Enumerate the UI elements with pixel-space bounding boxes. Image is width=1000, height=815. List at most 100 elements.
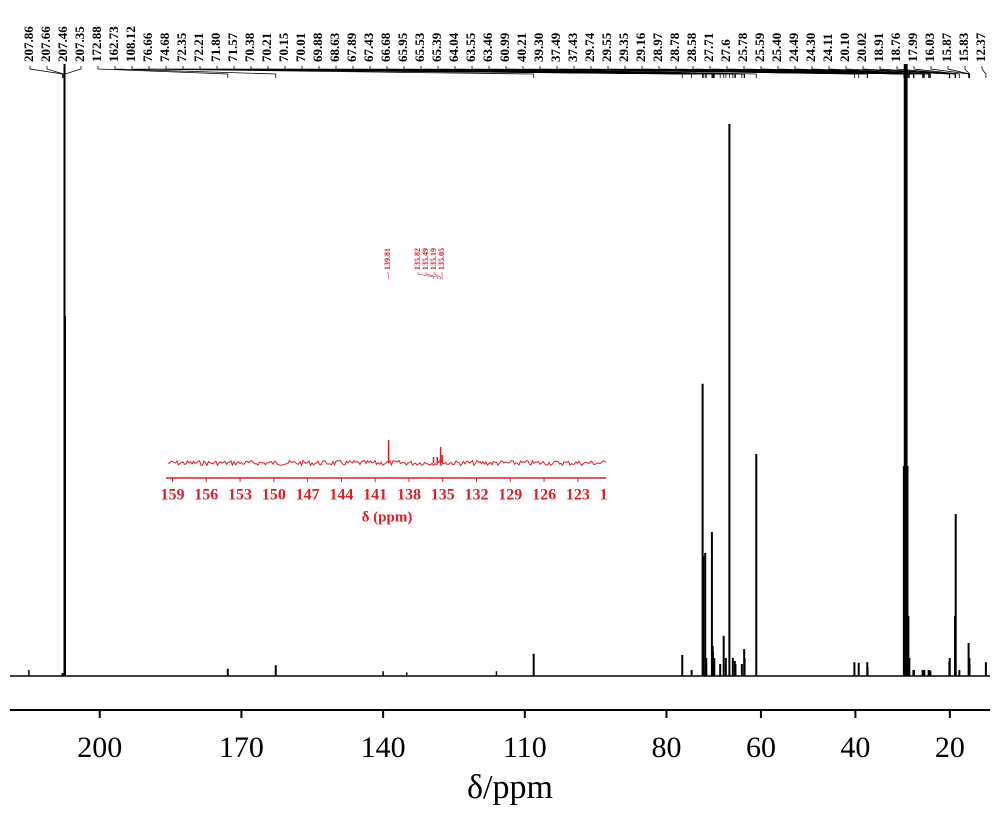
inset-peak-label: 135.05: [437, 248, 446, 270]
peak-label: 18.76: [888, 32, 903, 62]
peak-label: 29.74: [582, 32, 597, 62]
peak-label: 70.01: [293, 33, 308, 62]
peak-label: 67.89: [344, 32, 359, 62]
label-leader: [114, 66, 277, 78]
inset-tick-label: 132: [465, 487, 489, 504]
label-leader: [29, 66, 64, 78]
peak-label: 74.68: [157, 32, 172, 62]
peak-label: 18.91: [871, 33, 886, 62]
peak-label: 69.88: [310, 32, 325, 62]
peak-label: 25.78: [735, 32, 750, 62]
inset-peak-label: 135.49: [421, 248, 430, 270]
peak-label: 24.49: [786, 32, 801, 62]
peak-label: 76.66: [140, 32, 155, 62]
inset-tick-label: 153: [228, 487, 252, 504]
peak-label: 63.46: [480, 32, 495, 62]
peak-label: 71.80: [208, 33, 223, 62]
peak-label: 25.59: [752, 32, 767, 62]
inset-tick-label: 141: [363, 487, 387, 504]
peak-label: 25.40: [769, 33, 784, 62]
peak-label: 16.03: [922, 32, 937, 62]
peak-label: 20.10: [837, 33, 852, 62]
inset-tick-label: 126: [532, 487, 556, 504]
inset-peak-label: 135.82: [413, 248, 422, 270]
peak-label: 28.78: [667, 32, 682, 62]
noise: [167, 459, 607, 467]
inset-label-leader: [425, 272, 438, 279]
peak-label: 17.99: [905, 32, 920, 62]
peak-label: 37.49: [548, 32, 563, 62]
inset-tick-label: 144: [329, 487, 353, 504]
inset-tick-label: 123: [566, 487, 590, 504]
inset-label-leader: [387, 272, 389, 279]
label-leader: [828, 66, 931, 78]
peak-label: 28.58: [684, 32, 699, 62]
peak-label: 64.04: [446, 32, 461, 62]
peak-label: 28.97: [650, 32, 665, 62]
label-leader: [862, 66, 951, 78]
label-leader: [896, 66, 957, 78]
peak-label: 70.21: [259, 33, 274, 62]
peak-label: 70.38: [242, 32, 257, 62]
peak-label: 71.57: [225, 32, 240, 62]
peak-label: 65.95: [395, 32, 410, 62]
peak-label: 207.46: [55, 26, 70, 62]
inset-peak-label: 135.19: [429, 248, 438, 270]
label-leader: [930, 66, 970, 78]
inset: 159 156 153 150 147 144 141 138 135 132 129 126 123 1…: [161, 440, 607, 504]
peak-label: 72.35: [174, 32, 189, 62]
peak-label: 68.63: [327, 32, 342, 62]
peak-label: 37.43: [565, 32, 580, 62]
inset-tick-label: 156: [194, 487, 218, 504]
peak-label: 108.12: [123, 26, 138, 62]
x-tick-label: 80: [651, 731, 681, 764]
inset-label-leader: [433, 272, 441, 279]
peak-label: 65.53: [412, 32, 427, 62]
x-tick-label: 200: [77, 731, 122, 764]
peak-label: 67.43: [361, 32, 376, 62]
peak-label: 27.71: [701, 33, 716, 62]
peak-label: 40.21: [514, 33, 529, 62]
x-tick-label: 60: [746, 731, 776, 764]
x-tick-label: 40: [840, 731, 870, 764]
peak-label: 207.66: [38, 26, 53, 62]
peak-label: 66.68: [378, 32, 393, 62]
inset-tick-label: 138: [397, 487, 421, 504]
label-leader: [573, 66, 868, 78]
peak-label: 15.87: [939, 32, 954, 62]
peak-label: 65.39: [429, 32, 444, 62]
peak-label: 60.99: [497, 32, 512, 62]
inset-tick-label: 150: [262, 487, 286, 504]
label-leader: [811, 66, 930, 78]
peak-label: 29.16: [633, 32, 648, 62]
peak-label: 12.37: [973, 32, 988, 62]
inset-axis-label: δ (ppm): [362, 509, 413, 525]
peak-label: 72.21: [191, 33, 206, 62]
peak-label: 172.88: [89, 26, 104, 62]
peak-label: 29.35: [616, 32, 631, 62]
peak-label: 24.30: [803, 33, 818, 62]
peak-label: 207.35: [72, 26, 87, 62]
peak-label: 24.11: [820, 33, 835, 62]
inset-tick-label: 159: [161, 487, 185, 504]
label-leader: [131, 66, 535, 78]
peak-label: 207.86: [21, 26, 36, 62]
peak-label: 162.73: [106, 26, 121, 62]
label-leader: [879, 66, 956, 78]
label-leader: [981, 66, 987, 78]
inset-label-leader: [417, 272, 434, 279]
label-leader: [64, 66, 82, 78]
label-leader: [63, 66, 65, 78]
inset-tick-label: 135: [431, 487, 455, 504]
label-leader: [505, 66, 757, 78]
label-leader: [913, 66, 960, 78]
x-tick-label: 20: [935, 731, 965, 764]
label-leader: [97, 66, 229, 78]
peak-label: 70.15: [276, 32, 291, 62]
x-axis-label: δ/ppm: [467, 769, 553, 806]
peak-label: 63.55: [463, 32, 478, 62]
peak-label: 15.83: [956, 32, 971, 62]
x-tick-label: 140: [361, 731, 406, 764]
peak-label: 29.55: [599, 32, 614, 62]
